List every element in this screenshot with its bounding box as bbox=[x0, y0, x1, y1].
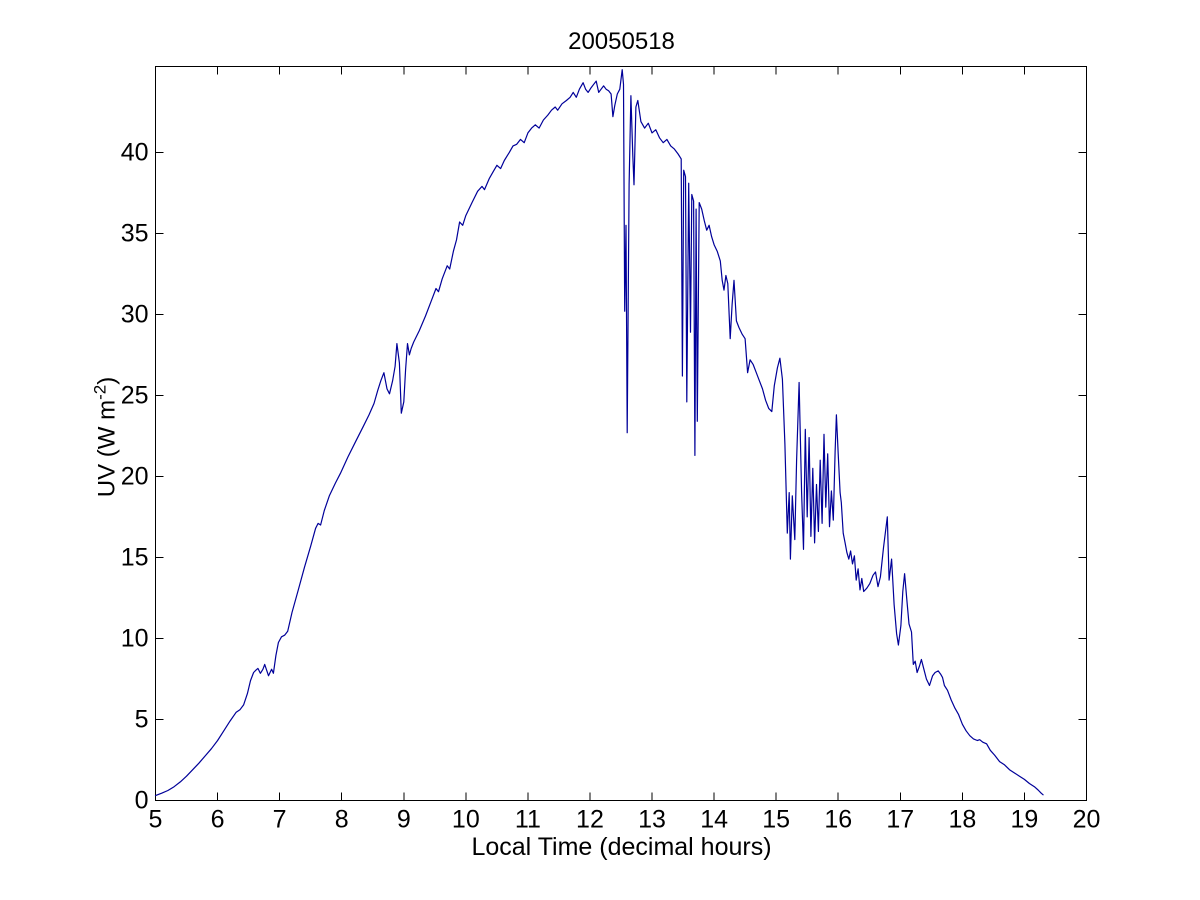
y-tick-label: 30 bbox=[121, 300, 149, 328]
y-axis-label-prefix: UV (W m bbox=[93, 399, 121, 498]
y-tick-label: 25 bbox=[121, 381, 149, 409]
x-tick-label: 11 bbox=[515, 806, 541, 834]
x-tick-label: 13 bbox=[638, 806, 666, 834]
y-axis-label-exponent: -2 bbox=[90, 384, 110, 400]
x-axis-label: Local Time (decimal hours) bbox=[471, 833, 772, 861]
axes-box bbox=[155, 66, 1087, 801]
x-tick-label: 7 bbox=[273, 806, 287, 834]
x-tick-label: 6 bbox=[211, 806, 225, 834]
y-axis-label-suffix: ) bbox=[93, 376, 121, 385]
x-tick-label: 5 bbox=[149, 806, 163, 834]
x-tick-label: 8 bbox=[335, 806, 349, 834]
x-tick-label: 15 bbox=[762, 806, 790, 834]
x-tick-label: 12 bbox=[576, 806, 604, 834]
x-tick-label: 20 bbox=[1073, 806, 1101, 834]
y-tick-label: 15 bbox=[121, 543, 149, 571]
y-tick-label: 35 bbox=[121, 219, 149, 247]
x-tick-label: 9 bbox=[397, 806, 411, 834]
uv-data-line bbox=[154, 69, 1044, 797]
x-tick-label: 10 bbox=[452, 806, 480, 834]
y-axis-label: UV (W m-2) bbox=[91, 377, 122, 497]
y-tick-label: 40 bbox=[121, 138, 149, 166]
x-tick-label: 17 bbox=[886, 806, 914, 834]
x-tick-label: 19 bbox=[1011, 806, 1039, 834]
chart-title: 20050518 bbox=[568, 28, 675, 55]
x-tick-label: 14 bbox=[700, 806, 728, 834]
y-tick-label: 5 bbox=[135, 705, 149, 733]
y-tick-label: 20 bbox=[121, 462, 149, 490]
x-tick-label: 16 bbox=[824, 806, 852, 834]
y-tick-label: 10 bbox=[121, 624, 149, 652]
y-tick-label: 0 bbox=[135, 787, 149, 815]
x-tick-label: 18 bbox=[948, 806, 976, 834]
